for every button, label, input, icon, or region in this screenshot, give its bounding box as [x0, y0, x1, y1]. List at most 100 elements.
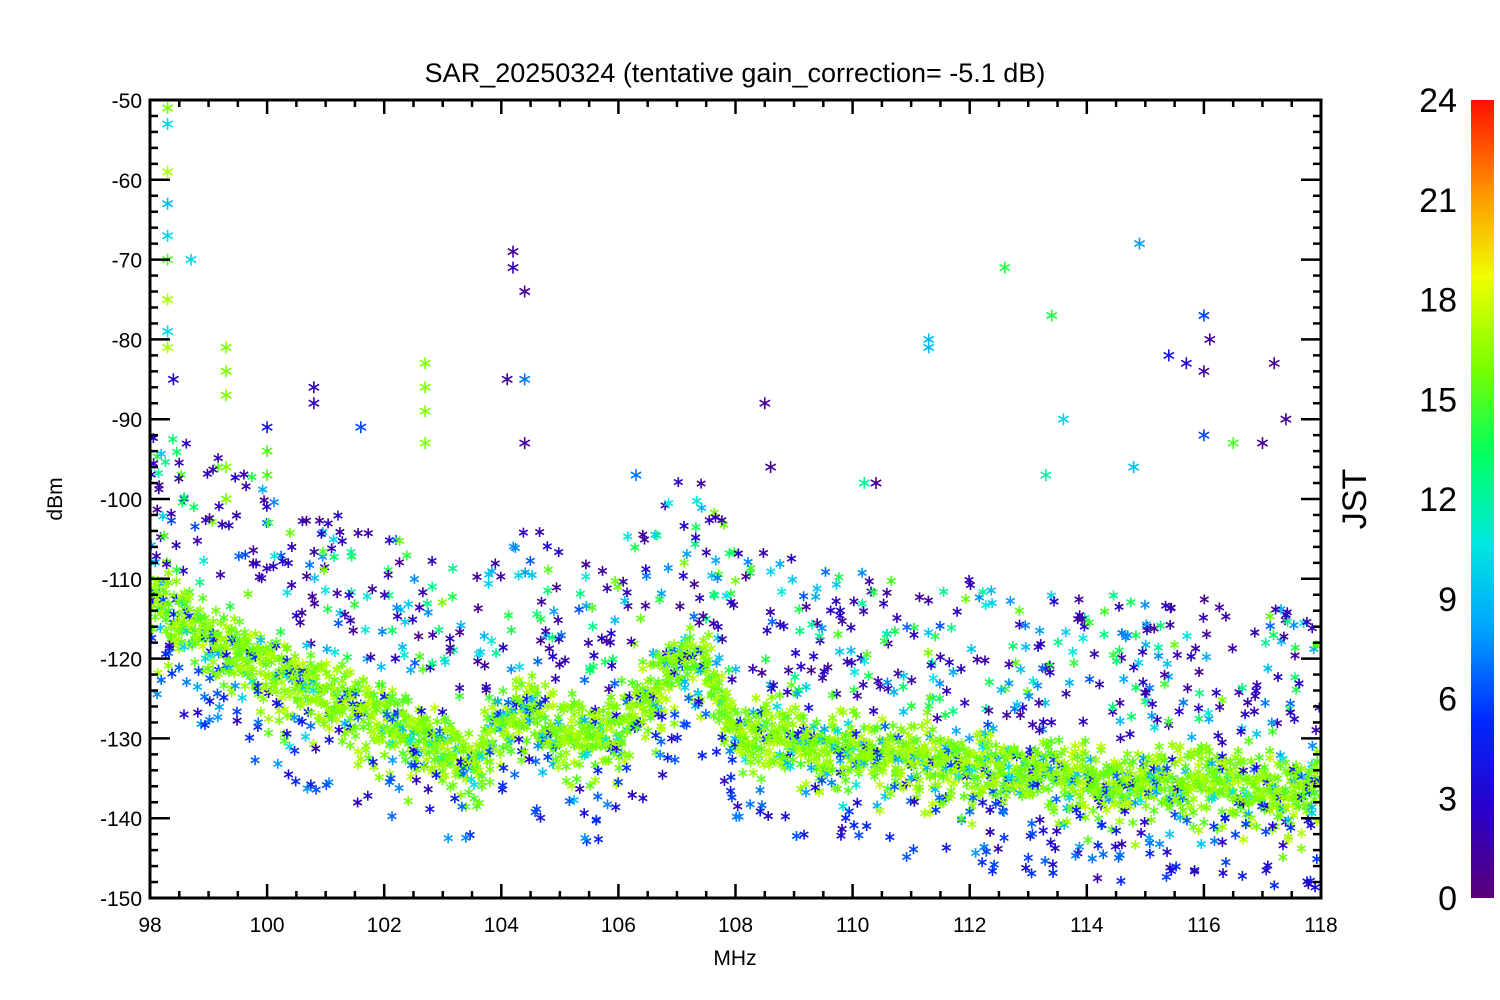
scatter-point	[171, 540, 181, 551]
noise-floor-point	[237, 692, 247, 703]
low-outlier-point	[532, 804, 542, 815]
scatter-point	[251, 558, 261, 569]
station-point	[162, 293, 174, 306]
station-point	[507, 245, 519, 258]
low-outlier-point	[968, 792, 978, 803]
scatter-point	[1094, 679, 1105, 690]
low-outlier-point	[244, 732, 255, 743]
station-point	[765, 461, 777, 474]
noise-floor-point	[706, 643, 716, 654]
scatter-point	[567, 688, 577, 699]
scatter-point	[309, 573, 320, 584]
noise-floor-point	[703, 630, 714, 641]
scatter-point	[384, 535, 395, 546]
low-outlier-point	[1269, 880, 1280, 891]
low-outlier-point	[387, 811, 397, 822]
scatter-point	[349, 599, 360, 610]
scatter-point	[1123, 630, 1133, 641]
noise-floor-point	[150, 573, 155, 584]
scatter-point	[335, 527, 345, 537]
scatter-point	[825, 605, 836, 616]
scatter-point	[1159, 679, 1170, 689]
scatter-point	[161, 559, 172, 570]
scatter-point	[190, 521, 200, 532]
noise-floor-point	[427, 762, 437, 773]
station-point	[1198, 365, 1210, 378]
scatter-point	[675, 601, 685, 612]
noise-floor-point	[1201, 802, 1212, 813]
low-outlier-point	[854, 830, 864, 841]
scatter-point	[1273, 672, 1283, 683]
noise-floor-point	[569, 709, 579, 720]
noise-floor-point	[703, 658, 714, 669]
scatter-point	[935, 678, 945, 689]
noise-floor-point	[1080, 801, 1091, 812]
scatter-point	[906, 675, 917, 686]
scatter-point	[663, 498, 674, 509]
noise-floor-point	[1064, 792, 1075, 803]
scatter-point	[977, 587, 988, 598]
scatter-point	[534, 527, 545, 538]
scatter-point	[348, 625, 358, 636]
scatter-point	[240, 549, 251, 560]
noise-floor-point	[1233, 746, 1243, 757]
scatter-point	[663, 563, 673, 573]
noise-floor-point	[184, 592, 195, 603]
scatter-point	[1169, 639, 1180, 650]
y-tick-label: -100	[100, 489, 142, 512]
noise-floor-point	[1054, 818, 1064, 829]
low-outlier-point	[683, 693, 694, 704]
low-outlier-point	[1171, 861, 1181, 872]
low-outlier-point	[394, 783, 404, 794]
low-outlier-point	[524, 754, 534, 765]
scatter-point	[794, 604, 804, 615]
x-tick-label: 116	[1187, 914, 1220, 937]
scatter-point	[940, 710, 951, 720]
scatter-point	[622, 587, 632, 598]
scatter-point	[320, 585, 331, 596]
scatter-point	[392, 611, 403, 622]
scatter-point	[472, 571, 482, 582]
scatter-point	[682, 549, 692, 559]
scatter-point	[301, 640, 312, 651]
axes: 98 100 102 104 106 108 110 112 114 116 118 -50 -60 -7…	[100, 90, 1338, 937]
low-outlier-point	[283, 769, 294, 780]
low-outlier-point	[727, 792, 737, 803]
noise-floor-point	[1196, 839, 1206, 849]
low-outlier-point	[1278, 840, 1288, 851]
scatter-point	[172, 564, 182, 575]
station-point	[308, 397, 320, 410]
noise-floor-point	[645, 674, 656, 685]
noise-floor-point	[203, 663, 213, 674]
station-point	[1133, 237, 1146, 250]
noise-floor-point	[875, 779, 885, 790]
scatter-point	[301, 515, 312, 526]
scatter-point	[1240, 709, 1250, 720]
noise-floor-point	[1101, 805, 1112, 815]
station-point	[858, 477, 870, 489]
noise-floor-point	[213, 669, 224, 680]
scatter-point	[275, 626, 286, 637]
noise-floor-point	[350, 722, 361, 733]
low-outlier-point	[1048, 867, 1058, 878]
low-outlier-point	[602, 799, 613, 810]
low-outlier-point	[1230, 829, 1241, 840]
scatter-point	[217, 519, 227, 530]
scatter-point	[322, 604, 333, 615]
noise-floor-point	[1230, 761, 1241, 772]
low-outlier-point	[1136, 827, 1146, 838]
noise-floor-point	[1283, 800, 1293, 811]
y-axis-label: dBm	[44, 477, 67, 520]
low-outlier-point	[801, 787, 811, 798]
low-outlier-point	[791, 831, 802, 841]
scatter-point	[1214, 602, 1225, 613]
station-point	[507, 261, 519, 274]
scatter-point	[622, 531, 633, 542]
scatter-point	[1141, 639, 1151, 650]
scatter-point	[402, 550, 412, 561]
scatter-point	[924, 700, 934, 711]
scatter-point	[806, 665, 816, 676]
low-outlier-point	[993, 843, 1003, 854]
noise-floor-point	[722, 687, 732, 698]
scatter-point	[1119, 674, 1129, 685]
